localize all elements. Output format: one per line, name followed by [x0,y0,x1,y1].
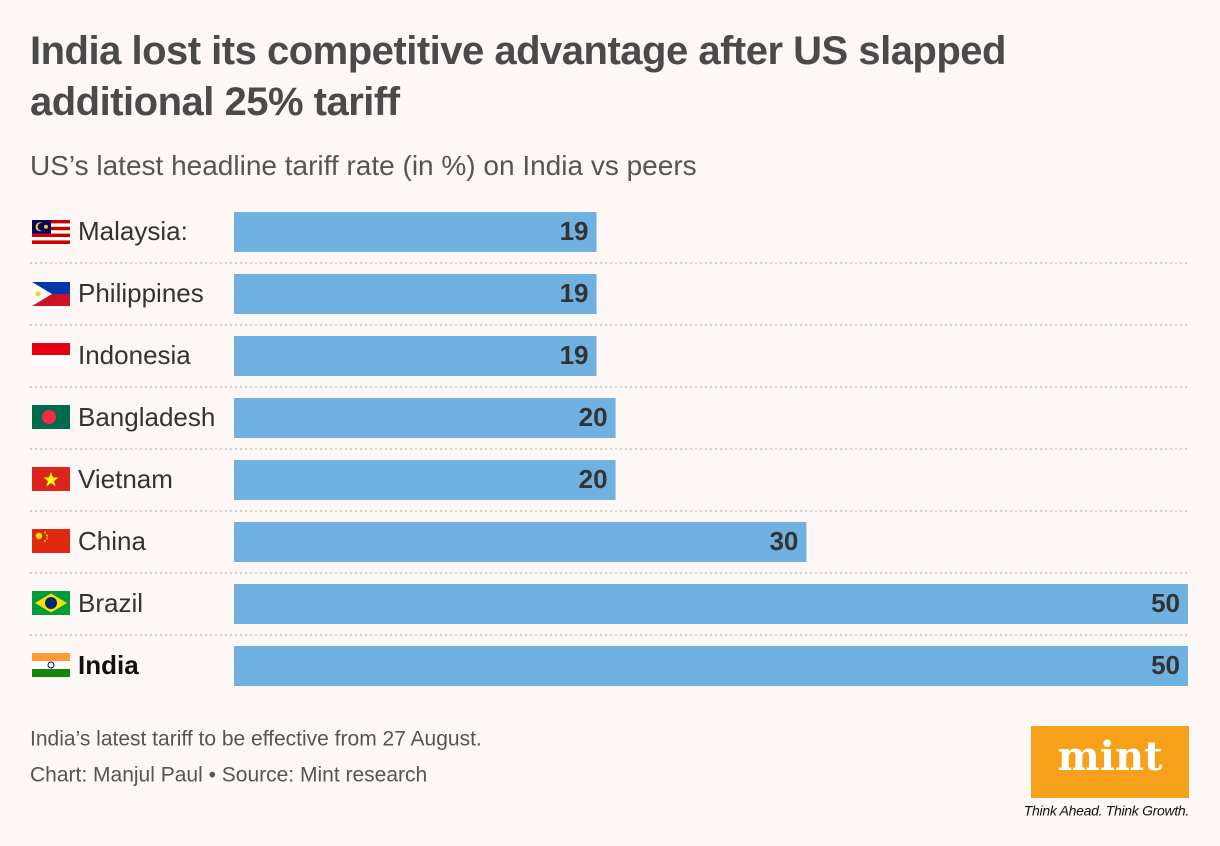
flag-bangladesh [32,405,70,429]
flag-philippines [32,282,70,306]
value-label: 30 [769,526,798,556]
bar [234,336,597,376]
bar [234,398,616,438]
category-label: Brazil [78,588,143,618]
bar [234,646,1188,686]
bar [234,274,597,314]
category-label: Vietnam [78,464,173,494]
value-label: 20 [579,402,608,432]
category-label: Bangladesh [78,402,215,432]
bar [234,460,616,500]
note: India’s latest tariff to be effective fr… [30,728,482,751]
flags [32,220,70,677]
category-label: Philippines [78,278,204,308]
bar [234,584,1188,624]
source: Chart: Manjul Paul • Source: Mint resear… [30,764,427,787]
category-label: Malaysia: [78,216,188,246]
value-label: 19 [560,278,589,308]
value-label: 19 [560,340,589,370]
value-label: 50 [1151,650,1180,680]
value-label: 20 [579,464,608,494]
flag-china [32,529,70,553]
chart-subtitle: US’s latest headline tariff rate (in %) … [30,150,697,181]
flag-brazil [32,591,70,615]
bar [234,522,807,562]
flag-indonesia [32,343,70,367]
value-label: 50 [1151,588,1180,618]
category-label: India [78,650,139,680]
value-label: 19 [560,216,589,246]
category-label: Indonesia [78,340,191,370]
chart-title: India lost its competitive advantage aft… [30,29,1006,124]
flag-india [32,653,70,677]
flag-vietnam [32,467,70,491]
logo: mint [1057,733,1163,780]
bar [234,212,597,252]
category-label: China [78,526,146,556]
logo-box [1031,726,1189,798]
flag-malaysia [32,220,70,244]
tagline: Think Ahead. Think Growth. [1024,803,1189,819]
